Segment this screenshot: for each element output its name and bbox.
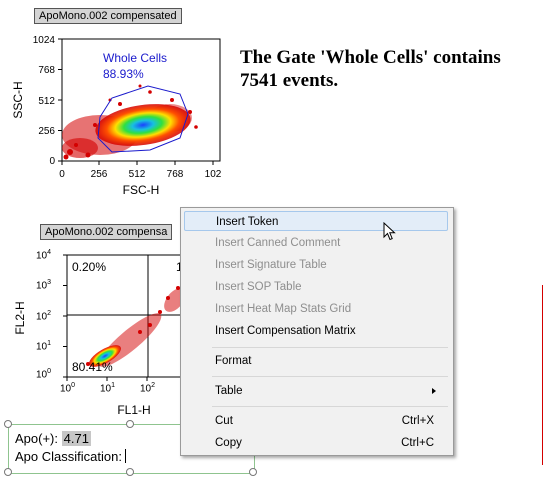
menu-item-format[interactable]: Format (215, 355, 252, 367)
menu-separator (212, 406, 448, 407)
menu-item-insert-signature-table[interactable]: Insert Signature Table (215, 259, 327, 271)
plot2-y-tick: 104 (36, 249, 52, 262)
context-menu: Insert Token Insert Canned Comment Inser… (180, 207, 454, 456)
apo-plus-label: Apo(+): (15, 431, 58, 446)
plot1-x-axis-label: FSC-H (123, 183, 160, 197)
plot2-y-tick: 100 (36, 368, 52, 381)
plot1-frame (61, 38, 221, 162)
plot2-title[interactable]: ApoMono.002 compensa (40, 224, 173, 240)
menu-separator (212, 376, 448, 377)
plot1-x-tick: 256 (91, 169, 108, 180)
resize-handle-bottom-right[interactable] (249, 468, 257, 476)
quadrant-top-left-percent: 0.20% (72, 260, 106, 274)
text-caret (124, 449, 126, 463)
plot1-y-tick: 256 (38, 126, 55, 137)
apo-plus-value-token[interactable]: 4.71 (61, 431, 91, 446)
menu-item-insert-compensation-matrix[interactable]: Insert Compensation Matrix (215, 325, 356, 337)
plot2-frame (66, 254, 188, 378)
menu-separator (212, 347, 448, 348)
plot2-y-tick: 103 (36, 279, 52, 292)
plot2-density-scatter (86, 286, 186, 367)
menu-item-cut[interactable]: Cut Ctrl+X (184, 411, 448, 431)
quadrant-bottom-left-percent: 80.41% (72, 360, 113, 374)
resize-handle-bottom-center[interactable] (126, 468, 134, 476)
menu-item-insert-token[interactable]: Insert Token (184, 211, 448, 231)
plot1-y-axis-label: SSC-H (11, 81, 25, 118)
gate-name-label: Whole Cells (103, 51, 167, 65)
submenu-arrow-icon (432, 388, 436, 394)
text-line-apo-classification: Apo Classification: (15, 449, 126, 464)
plot1-title[interactable]: ApoMono.002 compensated (34, 8, 182, 24)
gate-statement-text: The Gate 'Whole Cells' contains 7541 eve… (240, 47, 501, 91)
mouse-pointer-icon (383, 222, 396, 241)
plot1-density-core (95, 104, 191, 146)
page-margin-line (542, 285, 543, 465)
resize-handle-bottom-left[interactable] (4, 468, 12, 476)
plot1-y-tick: 0 (49, 156, 55, 167)
gate-percent-label: 88.93% (103, 67, 144, 81)
shortcut-copy: Ctrl+C (401, 437, 434, 449)
shortcut-cut: Ctrl+X (401, 415, 434, 427)
apo-classification-label: Apo Classification: (15, 449, 122, 464)
menu-item-insert-sop-table[interactable]: Insert SOP Table (215, 281, 302, 293)
plot1-x-tick: 0 (59, 169, 65, 180)
plot2-x-tick: 102 (140, 382, 156, 395)
plot2-x-axis-label: FL1-H (117, 403, 150, 417)
plot1-y-tick: 768 (38, 65, 55, 76)
plot2-y-tick: 102 (36, 310, 52, 323)
resize-handle-top-left[interactable] (4, 420, 12, 428)
plot2-x-tick: 101 (100, 382, 116, 395)
plot2-y-tick: 101 (36, 340, 52, 353)
menu-item-insert-heat-map-stats-grid[interactable]: Insert Heat Map Stats Grid (215, 303, 352, 315)
menu-item-table[interactable]: Table (184, 381, 448, 401)
menu-item-insert-canned-comment[interactable]: Insert Canned Comment (215, 237, 341, 249)
plot1-x-tick: 512 (129, 169, 146, 180)
plot1-y-tick: 512 (38, 96, 55, 107)
gate-whole-cells-polygon (97, 85, 189, 153)
text-line-apo-plus: Apo(+): 4.71 (15, 431, 91, 446)
plot1-x-tick: 768 (167, 169, 184, 180)
resize-handle-top-center[interactable] (126, 420, 134, 428)
plot2-x-tick: 100 (60, 382, 76, 395)
plot1-x-tick: 102 (205, 169, 222, 180)
plot1-density-scatter (62, 84, 198, 160)
plot1-y-tick: 1024 (33, 35, 56, 46)
menu-item-copy[interactable]: Copy Ctrl+C (184, 433, 448, 453)
plot2-y-axis-label: FL2-H (13, 301, 27, 334)
